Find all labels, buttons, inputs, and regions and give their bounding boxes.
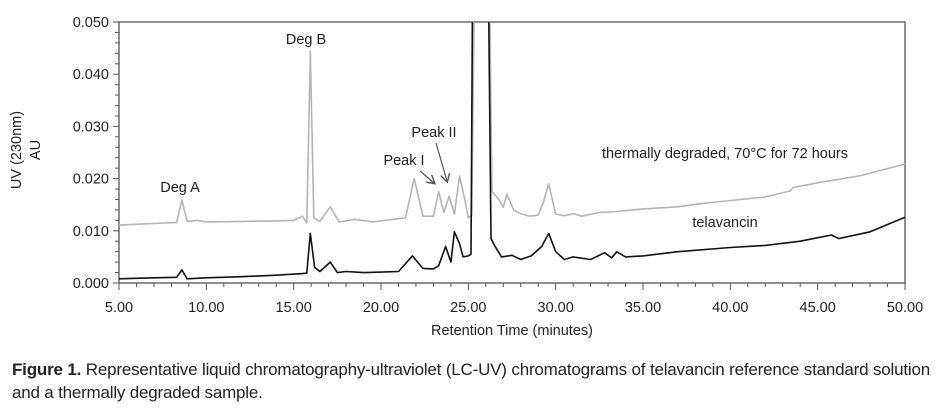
annotation-peak-ii: Peak II	[411, 125, 456, 141]
series-label-telavancin: telavancin	[692, 215, 757, 231]
annotation-deg-b: Deg B	[286, 32, 326, 48]
x-tick-label: 35.00	[625, 300, 661, 316]
y-tick-label: 0.000	[73, 276, 109, 292]
labels: thermally degraded, 70°C for 72 hours tel…	[160, 32, 848, 231]
series-thermally-degraded-line	[119, 22, 905, 226]
y-tick-label: 0.050	[73, 15, 109, 31]
y-tick-label: 0.020	[73, 172, 109, 188]
x-tick-label: 10.00	[188, 300, 224, 316]
annotation-peak-i: Peak I	[383, 153, 424, 169]
figure-caption: Figure 1. Representative liquid chromato…	[12, 358, 930, 404]
x-tick-label: 20.00	[363, 300, 399, 316]
x-tick-label: 45.00	[800, 300, 836, 316]
y-tick-label: 0.010	[73, 224, 109, 240]
caption-label: Figure 1.	[12, 360, 82, 379]
caption-text: Representative liquid chromatography-ult…	[12, 360, 930, 402]
x-tick-label: 30.00	[538, 300, 574, 316]
series-label-thermally-degraded: thermally degraded, 70°C for 72 hours	[602, 146, 848, 162]
chromatogram-chart: 5.00 10.00 15.00 20.00 25.00 30.00 35.00 40.00 4…	[9, 15, 923, 339]
y-tick-label: 0.040	[73, 67, 109, 83]
peak-i-arrow	[419, 170, 434, 183]
y-tick-label: 0.030	[73, 119, 109, 135]
peak-ii-arrow	[435, 142, 447, 181]
x-tick-label: 50.00	[887, 300, 923, 316]
axes: 5.00 10.00 15.00 20.00 25.00 30.00 35.00 40.00 4…	[9, 15, 923, 339]
y-axis-unit-label: AU	[28, 140, 44, 160]
x-tick-label: 40.00	[712, 300, 748, 316]
x-tick-label: 15.00	[276, 300, 312, 316]
x-axis-label: Retention Time (minutes)	[431, 323, 593, 339]
annotation-deg-a: Deg A	[160, 180, 200, 196]
series-group	[119, 22, 905, 280]
x-tick-label: 25.00	[450, 300, 486, 316]
series-telavancin-line	[119, 22, 905, 280]
x-tick-label: 5.00	[105, 300, 133, 316]
y-axis-label: UV (230nm)	[9, 111, 25, 189]
plot-frame	[118, 21, 906, 284]
